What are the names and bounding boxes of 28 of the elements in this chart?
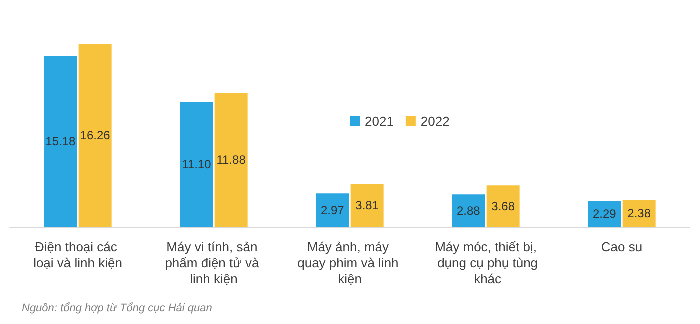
data-label: 11.10 [182,158,212,172]
legend-label: 2022 [420,114,450,129]
bar [214,93,248,227]
data-label: 2.29 [592,207,617,222]
bar [588,201,622,227]
bar [622,200,656,227]
data-label: 2.38 [628,206,652,221]
bar [180,102,214,227]
legend-label: 2021 [365,114,394,129]
x-tick-label: Máy vi tính, sản phẩm điện tử và linh kiện [165,240,263,286]
bar [486,186,520,227]
data-label: 3.68 [492,199,516,214]
bar [452,194,486,227]
bar [44,56,78,227]
data-label: 15.18 [46,134,76,149]
data-label: 2.97 [320,203,345,218]
x-tick-label: Máy móc, thiết bị, dụng cụ phụ tùng khác [434,240,538,286]
data-label: 3.81 [356,198,380,213]
data-label: 11.88 [216,153,246,168]
x-tick-label: Máy ảnh, máy quay phim và linh kiện [298,240,402,286]
x-tick-label: Cao su [601,240,643,254]
bar [350,184,384,227]
text: Nguồn: tổng hợp từ Tổng cục Hải quan [22,302,212,314]
bar [78,44,112,227]
data-label: 16.26 [80,128,111,143]
bar [316,194,350,227]
x-tick-label: Điện thoại các loại và linh kiện [34,240,122,270]
data-label: 2.88 [456,204,481,218]
